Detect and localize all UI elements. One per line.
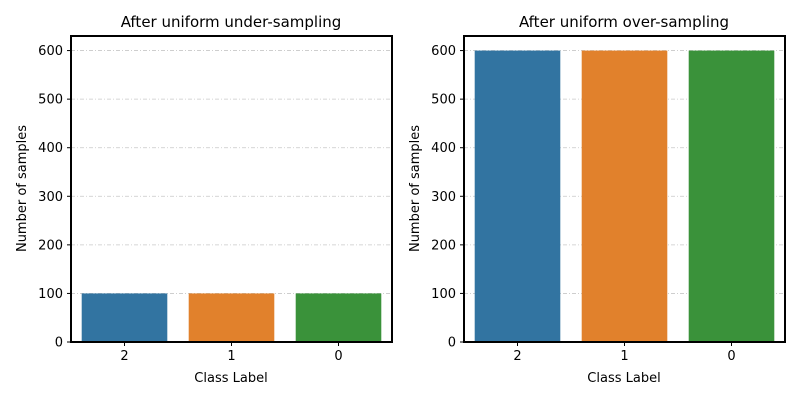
left-chart-ylabel: Number of samples [15, 125, 30, 252]
left-xtick-label: 2 [120, 349, 128, 364]
left-bar-class-2 [81, 293, 168, 342]
left-chart-title: After uniform under-sampling [121, 13, 342, 31]
right-bar-class-2 [474, 50, 561, 342]
left-xtick-label: 0 [334, 349, 342, 364]
right-xtick-label: 1 [620, 349, 628, 364]
left-chart-panel: After uniform under-sampling Class Label… [15, 13, 393, 386]
right-ytick-label: 100 [431, 287, 456, 302]
right-chart-xlabel: Class Label [587, 371, 660, 386]
right-ytick-label: 300 [431, 190, 456, 205]
right-ytick-label: 600 [431, 44, 456, 59]
left-ytick-label: 500 [38, 93, 63, 108]
left-ytick-label: 300 [38, 190, 63, 205]
right-ytick-label: 200 [431, 238, 456, 253]
left-ytick-label: 400 [38, 141, 63, 156]
left-ytick-label: 200 [38, 238, 63, 253]
right-xtick-label: 0 [727, 349, 735, 364]
left-ytick-label: 100 [38, 287, 63, 302]
left-bar-class-0 [295, 293, 382, 342]
right-chart-ylabel: Number of samples [408, 125, 423, 252]
right-bar-class-0 [688, 50, 775, 342]
left-xtick-label: 1 [227, 349, 235, 364]
right-axes-frame [463, 35, 786, 343]
left-ytick-label: 0 [55, 336, 63, 351]
right-ytick-label: 0 [448, 336, 456, 351]
right-ytick-label: 500 [431, 93, 456, 108]
right-ytick-label: 400 [431, 141, 456, 156]
left-bar-class-1 [188, 293, 275, 342]
right-bar-class-1 [581, 50, 668, 342]
left-axes-frame [70, 35, 393, 343]
left-ytick-label: 600 [38, 44, 63, 59]
left-chart-xlabel: Class Label [194, 371, 267, 386]
right-chart-title: After uniform over-sampling [519, 13, 729, 31]
right-xtick-label: 2 [513, 349, 521, 364]
right-chart-panel: After uniform over-sampling Class Label … [408, 13, 786, 386]
